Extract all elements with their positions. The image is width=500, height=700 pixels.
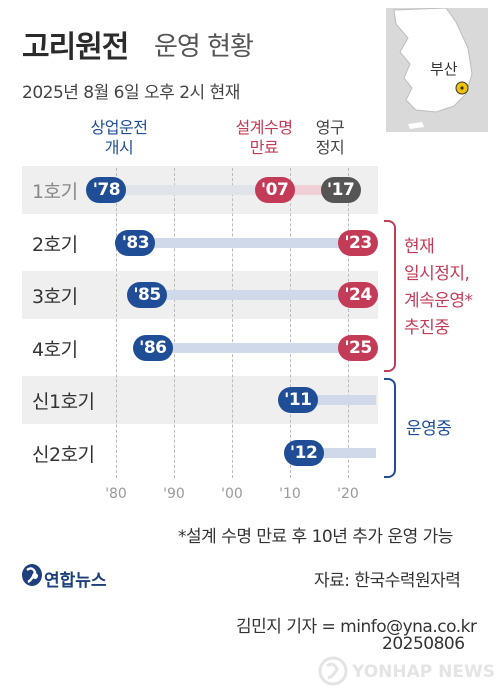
- korea-map-inset: 부산: [386, 7, 488, 132]
- unit-label: 신2호기: [32, 443, 95, 466]
- page-subtitle: 운영 현황: [154, 32, 254, 62]
- commercial-start-marker: '83: [115, 229, 156, 256]
- unit-label: 3호기: [32, 286, 78, 308]
- commercial-start-marker: '12: [283, 439, 324, 466]
- extension-track: [272, 185, 331, 195]
- footnote: *설계 수명 만료 후 10년 추가 운영 가능: [178, 527, 453, 547]
- operation-track: [145, 290, 376, 300]
- date-line: 2025년 8월 6일 오후 2시 현재: [22, 83, 240, 103]
- yonhap-logo-icon: [22, 564, 42, 586]
- unit-label: 1호기: [32, 181, 78, 203]
- jeju-island: [408, 122, 424, 129]
- operation-track: [133, 237, 376, 248]
- author-credit: 김민지 기자 = minfo@yna.co.kr: [236, 617, 477, 637]
- grid-line: [290, 168, 291, 478]
- operation-track: [104, 185, 273, 195]
- x-tick-label: '80: [105, 486, 127, 502]
- design-end-marker: '24: [338, 282, 378, 308]
- yonhap-watermark-icon: [318, 656, 348, 686]
- x-tick-label: '00: [221, 486, 243, 502]
- korea-landmass: [393, 7, 473, 113]
- yonhap-logo-text: 연합뉴스: [44, 571, 107, 591]
- commercial-start-marker: '86: [132, 334, 173, 361]
- commercial-start-marker: '78: [86, 177, 127, 203]
- paused-annotation: 현재 일시정지, 계속운영* 추진중: [404, 237, 473, 338]
- paused-bracket: [384, 220, 396, 372]
- commercial-start-marker: '85: [127, 282, 167, 308]
- operation-track: [301, 447, 376, 458]
- grid-line: [232, 168, 233, 478]
- operation-track: [295, 395, 376, 405]
- x-tick-label: '20: [337, 486, 359, 502]
- unit-label: 2호기: [32, 233, 78, 256]
- unit-label: 신1호기: [32, 391, 95, 413]
- page-title: 고리원전: [22, 30, 129, 65]
- grid-line: [174, 168, 175, 478]
- grid-line: [348, 168, 349, 478]
- operating-bracket: [384, 378, 396, 478]
- grid-line: [116, 168, 117, 478]
- legend-commercial-start: 상업운전 개시: [90, 118, 148, 157]
- unit-label: 4호기: [32, 338, 78, 361]
- map-city-label: 부산: [430, 60, 458, 78]
- operation-track: [150, 342, 376, 353]
- legend-design-end: 설계수명 만료: [235, 118, 293, 157]
- korea-map: [393, 7, 473, 129]
- watermark-text: YONHAP NEWS: [352, 662, 495, 682]
- commercial-start-marker: '11: [277, 387, 318, 413]
- source-line: 자료: 한국수력원자력: [314, 571, 461, 591]
- x-tick-label: '90: [163, 486, 185, 502]
- x-tick-label: '10: [279, 486, 301, 502]
- design-end-marker: '23: [338, 229, 378, 256]
- operating-annotation: 운영중: [406, 419, 452, 439]
- design-end-marker: '07: [254, 177, 295, 203]
- legend-permanent-stop: 영구 정지: [315, 118, 345, 157]
- credit-date: 20250806: [382, 634, 465, 654]
- design-end-marker: '25: [338, 334, 378, 361]
- permanent-stop-marker: '17: [320, 177, 361, 203]
